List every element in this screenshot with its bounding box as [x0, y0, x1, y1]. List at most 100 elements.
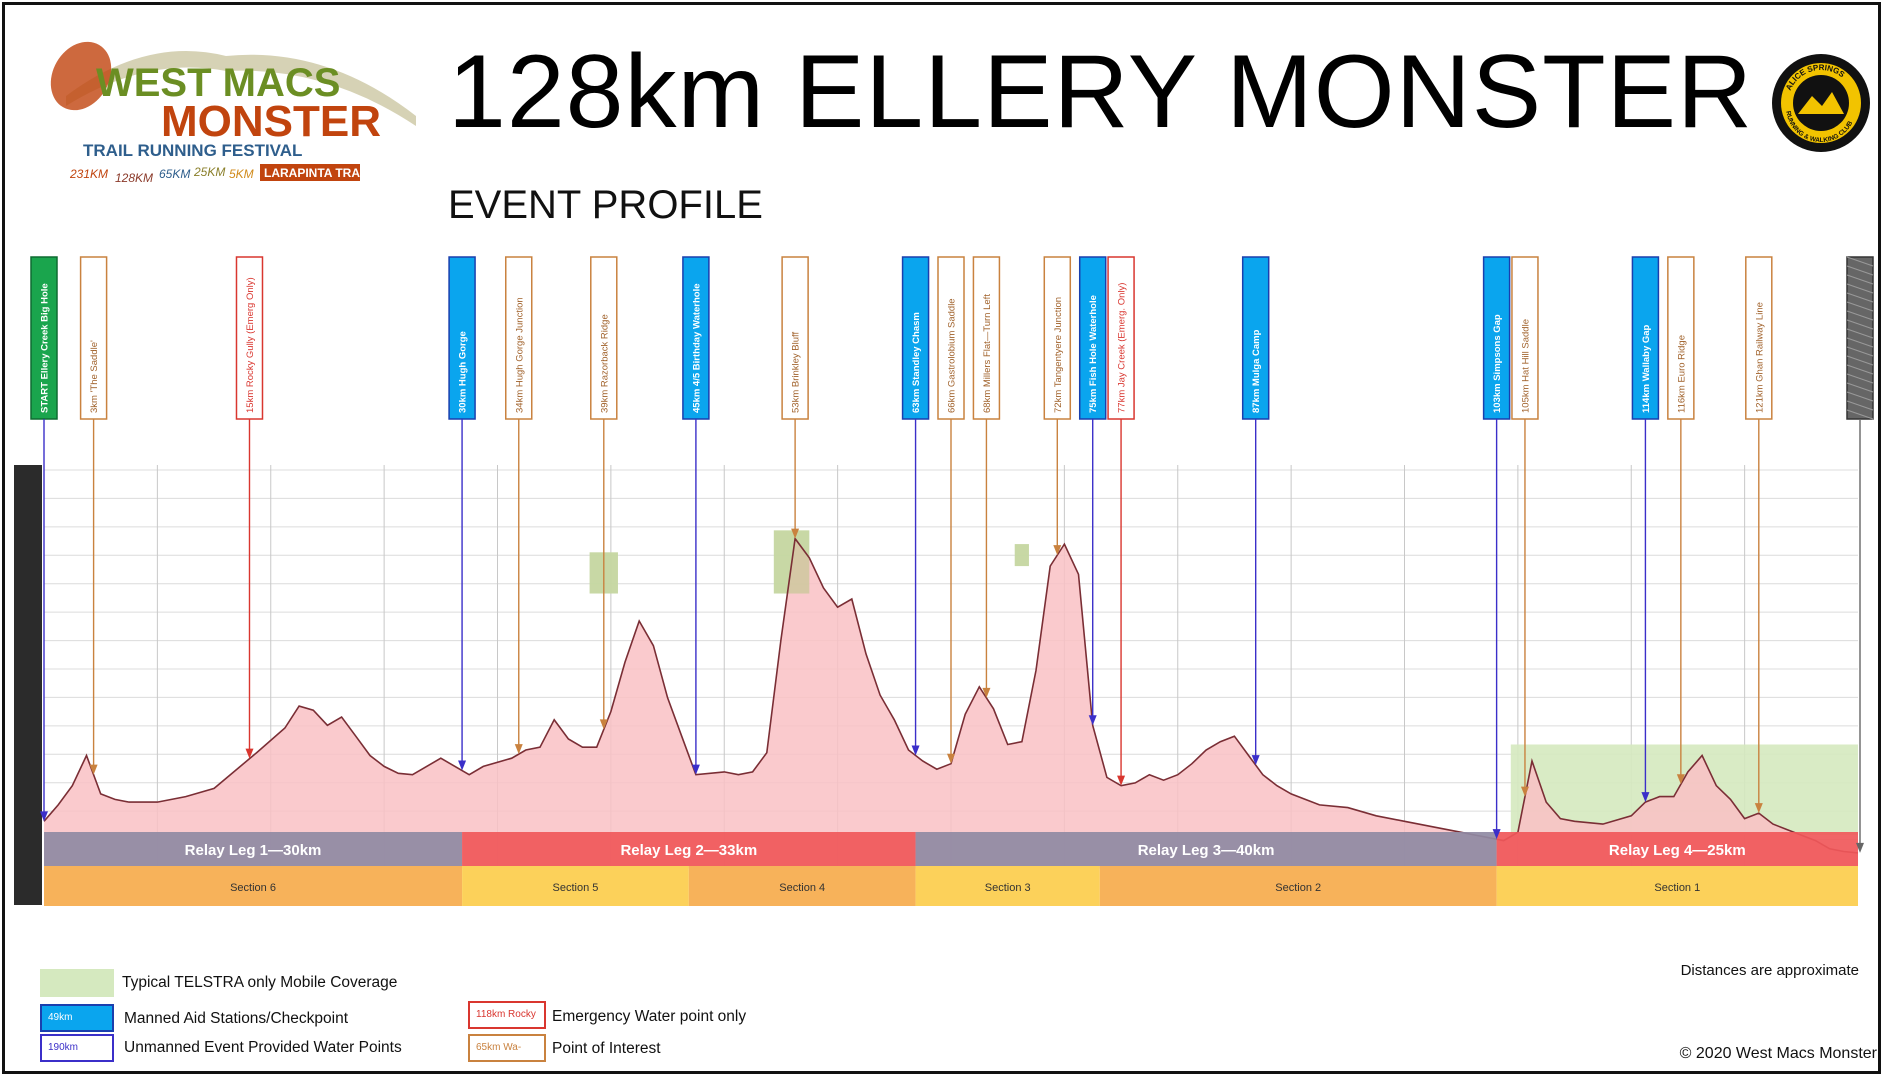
relay-leg-2 [462, 832, 916, 866]
section-band-5 [1099, 866, 1497, 906]
finish-hatch [1846, 346, 1874, 357]
logo-trail: LARAPINTA TRAIL [264, 166, 371, 180]
marker-manned-12: 75km Fish Hole Waterhole [1078, 256, 1107, 726]
marker-label: 114km Wallaby Gap [1641, 324, 1652, 413]
marker-arrow [1641, 792, 1650, 803]
marker-box [1745, 256, 1773, 420]
relay-leg-label-1: Relay Leg 1—30km [185, 842, 322, 859]
marker-label: 34km Hugh Gorge Junction [514, 297, 525, 413]
finish-hatch [1846, 409, 1874, 420]
marker-arrow [911, 745, 920, 756]
marker-poi-10: 68km Millers Flat—Turn Left [972, 256, 1001, 698]
marker-label: 15km Rocky Gully (Emerg Only) [245, 277, 256, 413]
logo-dist-65: 65KM [159, 167, 190, 181]
marker-arrow [1856, 842, 1864, 853]
marker-box [79, 256, 108, 420]
marker-label: START Ellery Creek Big Hole [40, 283, 51, 413]
logo-line2: MONSTER [161, 97, 381, 146]
distances-note: Distances are approximate [1680, 962, 1859, 979]
finish-hatch [1846, 364, 1874, 375]
marker-label: 68km Millers Flat—Turn Left [982, 294, 993, 413]
marker-label: 39km Razorback Ridge [599, 314, 610, 413]
relay-and-section-bands: Relay Leg 1—30km Relay Leg 2—33km Relay Le… [44, 832, 1858, 906]
marker-label: 53km Brinkley Bluff [791, 332, 802, 413]
west-macs-monster-logo: WEST MACS MONSTER TRAIL RUNNING FESTIVAL… [50, 41, 416, 185]
marker-poi-1: 3km 'The Saddle' [79, 256, 108, 775]
finish-hatch [1846, 337, 1874, 348]
marker-arrow [947, 753, 955, 764]
marker-arrow [1520, 786, 1529, 797]
coverage-summit-2 [1014, 544, 1029, 567]
marker-poi-18: 116km Euro Ridge [1667, 256, 1695, 785]
page-title: 128km ELLERY MONSTER [448, 34, 1754, 150]
alice-springs-club-logo: ALICE SPRINGS RUNNING & WALKING CLUB [1772, 54, 1870, 152]
marker-arrow [1492, 829, 1501, 840]
marker-arrow [1251, 755, 1260, 766]
marker-arrow [1754, 803, 1763, 814]
marker-label: 72km Tangentyere Junction [1053, 297, 1064, 413]
finish-hatch [1846, 373, 1874, 384]
marker-box [1078, 256, 1107, 420]
marker-manned-15: 103km Simpsons Gap [1482, 256, 1511, 840]
marker-label: 3km 'The Saddle' [89, 340, 100, 413]
marker-label: 45km 4/5 Birthday Waterhole [691, 283, 702, 413]
marker-box [1043, 256, 1072, 420]
section-label-1: Section 6 [230, 882, 276, 894]
marker-manned-6: 45km 4/5 Birthday Waterhole [682, 256, 710, 775]
section-label-2: Section 5 [553, 882, 599, 894]
marker-box [1846, 256, 1874, 420]
section-band-2 [462, 866, 689, 906]
marker-arrow [1676, 774, 1685, 785]
marker-arrow [458, 760, 467, 771]
section-band-6 [1496, 866, 1858, 906]
marker-arrow [1088, 715, 1097, 726]
section-label-3: Section 4 [779, 882, 825, 894]
finish-hatch [1846, 328, 1874, 339]
relay-leg-3 [915, 832, 1497, 866]
finish-hatch [1846, 355, 1874, 366]
marker-poi-11: 72km Tangentyere Junction [1043, 256, 1072, 556]
marker-box [1241, 256, 1270, 420]
logo-line3: TRAIL RUNNING FESTIVAL [83, 141, 302, 160]
finish-hatch [1846, 391, 1874, 402]
marker-label: 77km Jay Creek (Emerg. Only) [1117, 283, 1128, 413]
marker-arrow [40, 811, 48, 822]
marker-manned-14: 87km Mulga Camp [1241, 256, 1270, 766]
marker-finish-20 [1846, 256, 1874, 853]
marker-arrow [1053, 545, 1062, 556]
copyright: © 2020 West Macs Monster [1679, 1045, 1877, 1062]
marker-box [781, 256, 809, 420]
marker-label: 116km Euro Ridge [1676, 335, 1687, 413]
section-label-6: Section 1 [1654, 882, 1700, 894]
finish-hatch [1846, 274, 1874, 285]
marker-label: 121km Ghan Railway Line [1754, 302, 1765, 413]
marker-arrow [245, 748, 254, 759]
marker-box [1482, 256, 1511, 420]
marker-label: 66km Gastrolobium Saddle [947, 298, 958, 413]
finish-hatch [1846, 319, 1874, 330]
marker-poi-9: 66km Gastrolobium Saddle [937, 256, 965, 764]
marker-poi-5: 39km Razorback Ridge [590, 256, 618, 730]
logo-dist-231: 231KM [69, 167, 108, 181]
marker-poi-7: 53km Brinkley Bluff [781, 256, 809, 539]
y-axis-bar [14, 465, 42, 905]
finish-hatch [1846, 382, 1874, 393]
marker-label: 75km Fish Hole Waterhole [1088, 295, 1099, 413]
relay-leg-label-2: Relay Leg 2—33km [620, 842, 757, 859]
marker-start-0: START Ellery Creek Big Hole [30, 256, 58, 822]
logo-dist-25: 25KM [193, 165, 225, 179]
marker-label: 103km Simpsons Gap [1492, 314, 1503, 413]
marker-box [1511, 256, 1539, 420]
marker-poi-16: 105km Hat Hill Saddle [1511, 256, 1539, 797]
finish-hatch [1846, 301, 1874, 312]
marker-manned-17: 114km Wallaby Gap [1631, 256, 1660, 803]
marker-poi-19: 121km Ghan Railway Line [1745, 256, 1773, 814]
marker-poi-4: 34km Hugh Gorge Junction [505, 256, 533, 755]
marker-arrow [1117, 775, 1126, 786]
section-band-1 [44, 866, 463, 906]
marker-manned-3: 30km Hugh Gorge [448, 256, 476, 771]
marker-label: 63km Standley Chasm [911, 312, 922, 413]
page-subtitle: EVENT PROFILE [448, 183, 763, 227]
marker-box [1631, 256, 1660, 420]
